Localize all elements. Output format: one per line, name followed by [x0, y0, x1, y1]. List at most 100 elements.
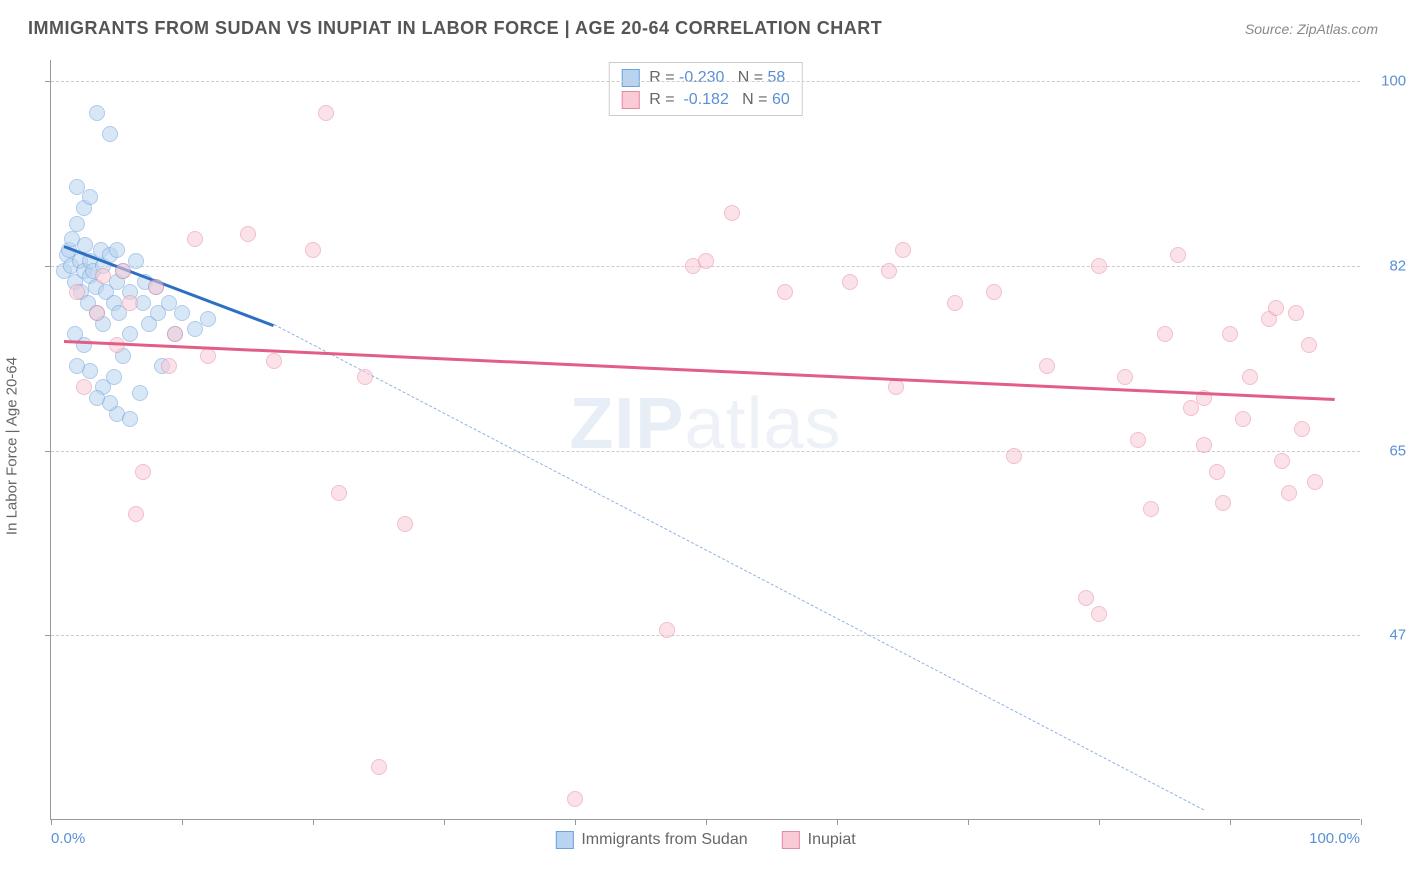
data-point: [109, 242, 125, 258]
data-point: [1274, 453, 1290, 469]
data-point: [1307, 474, 1323, 490]
y-tick: [45, 81, 51, 82]
legend-correlation: R = -0.230 N = 58 R = -0.182 N = 60: [608, 62, 803, 116]
x-max-label: 100.0%: [1309, 830, 1360, 847]
x-tick: [1099, 819, 1100, 825]
data-point: [318, 105, 334, 121]
y-tick: [45, 266, 51, 267]
legend-stats-inupiat: R = -0.182 N = 60: [649, 91, 790, 109]
data-point: [842, 274, 858, 290]
x-min-label: 0.0%: [51, 830, 85, 847]
data-point: [1222, 326, 1238, 342]
y-axis-label: In Labor Force | Age 20-64: [4, 357, 21, 535]
data-point: [148, 279, 164, 295]
data-point: [89, 305, 105, 321]
data-point: [895, 242, 911, 258]
data-point: [76, 379, 92, 395]
x-tick: [575, 819, 576, 825]
data-point: [1157, 326, 1173, 342]
y-tick-label: 65.0%: [1368, 442, 1406, 459]
data-point: [1196, 437, 1212, 453]
legend-swatch-inupiat-icon: [782, 831, 800, 849]
legend-item-sudan: Immigrants from Sudan: [555, 831, 747, 849]
watermark: ZIPatlas: [569, 383, 841, 465]
legend-row-inupiat: R = -0.182 N = 60: [621, 89, 790, 111]
data-point: [1281, 485, 1297, 501]
gridline: [51, 81, 1360, 82]
legend-row-sudan: R = -0.230 N = 58: [621, 67, 790, 89]
x-tick: [837, 819, 838, 825]
data-point: [115, 263, 131, 279]
y-tick: [45, 635, 51, 636]
data-point: [89, 105, 105, 121]
trend-line: [64, 340, 1335, 401]
x-tick: [51, 819, 52, 825]
data-point: [1288, 305, 1304, 321]
data-point: [1039, 358, 1055, 374]
data-point: [187, 321, 203, 337]
legend-series: Immigrants from Sudan Inupiat: [555, 831, 855, 849]
gridline: [51, 451, 1360, 452]
y-tick-label: 100.0%: [1368, 73, 1406, 90]
data-point: [200, 311, 216, 327]
data-point: [724, 205, 740, 221]
data-point: [659, 622, 675, 638]
data-point: [240, 226, 256, 242]
x-tick: [182, 819, 183, 825]
data-point: [69, 358, 85, 374]
data-point: [69, 216, 85, 232]
data-point: [371, 759, 387, 775]
data-point: [161, 358, 177, 374]
chart-header: IMMIGRANTS FROM SUDAN VS INUPIAT IN LABO…: [0, 0, 1406, 53]
data-point: [1235, 411, 1251, 427]
legend-stats-sudan: R = -0.230 N = 58: [649, 69, 785, 87]
y-tick-label: 47.5%: [1368, 627, 1406, 644]
data-point: [106, 369, 122, 385]
data-point: [888, 379, 904, 395]
data-point: [698, 253, 714, 269]
data-point: [1143, 501, 1159, 517]
scatter-chart: ZIPatlas R = -0.230 N = 58 R = -0.182 N …: [50, 60, 1360, 820]
data-point: [187, 231, 203, 247]
data-point: [1117, 369, 1133, 385]
data-point: [1078, 590, 1094, 606]
data-point: [132, 385, 148, 401]
data-point: [1301, 337, 1317, 353]
data-point: [986, 284, 1002, 300]
data-point: [135, 464, 151, 480]
legend-label-inupiat: Inupiat: [808, 831, 856, 849]
data-point: [331, 485, 347, 501]
data-point: [947, 295, 963, 311]
data-point: [1091, 606, 1107, 622]
data-point: [305, 242, 321, 258]
chart-source: Source: ZipAtlas.com: [1245, 21, 1378, 37]
data-point: [1209, 464, 1225, 480]
data-point: [82, 189, 98, 205]
watermark-light: atlas: [684, 384, 841, 464]
data-point: [128, 506, 144, 522]
chart-title: IMMIGRANTS FROM SUDAN VS INUPIAT IN LABO…: [28, 18, 882, 39]
data-point: [357, 369, 373, 385]
data-point: [1215, 495, 1231, 511]
data-point: [200, 348, 216, 364]
data-point: [102, 126, 118, 142]
data-point: [122, 326, 138, 342]
data-point: [128, 253, 144, 269]
trend-line-extrapolated: [273, 324, 1204, 810]
x-tick: [444, 819, 445, 825]
data-point: [174, 305, 190, 321]
data-point: [881, 263, 897, 279]
data-point: [89, 390, 105, 406]
data-point: [1183, 400, 1199, 416]
legend-swatch-sudan-icon: [555, 831, 573, 849]
data-point: [1091, 258, 1107, 274]
x-tick: [706, 819, 707, 825]
data-point: [167, 326, 183, 342]
data-point: [567, 791, 583, 807]
data-point: [122, 411, 138, 427]
data-point: [1268, 300, 1284, 316]
data-point: [266, 353, 282, 369]
watermark-bold: ZIP: [569, 384, 684, 464]
data-point: [1294, 421, 1310, 437]
data-point: [1242, 369, 1258, 385]
